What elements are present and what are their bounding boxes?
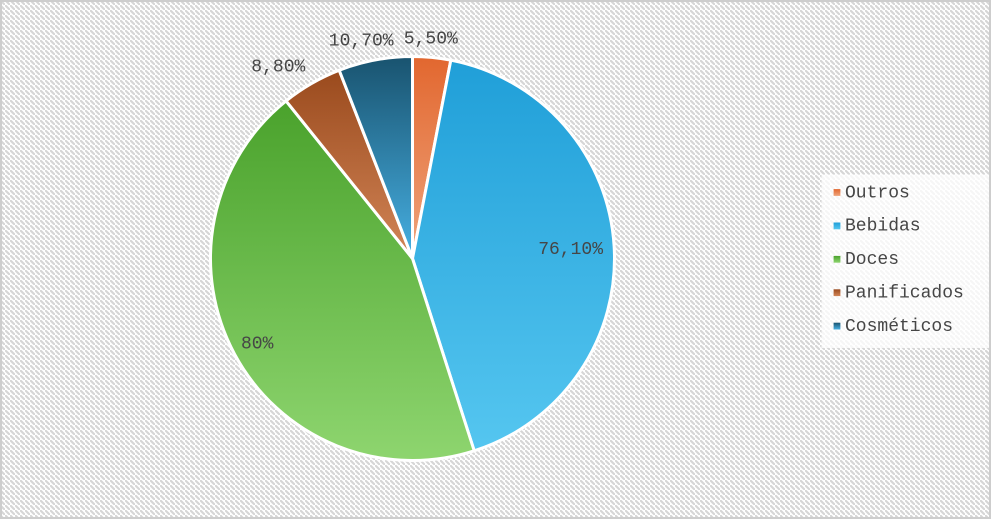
svg-text:8,80%: 8,80% [251,58,305,78]
svg-text:Outros: Outros [845,183,910,203]
svg-text:Cosméticos: Cosméticos [845,317,953,337]
svg-text:Doces: Doces [845,250,899,270]
svg-text:Panificados: Panificados [845,284,964,304]
svg-text:76,10%: 76,10% [538,240,603,260]
svg-text:80%: 80% [241,334,274,354]
svg-text:Bebidas: Bebidas [845,217,921,237]
svg-text:5,50%: 5,50% [404,30,458,50]
svg-text:10,70%: 10,70% [329,31,394,51]
